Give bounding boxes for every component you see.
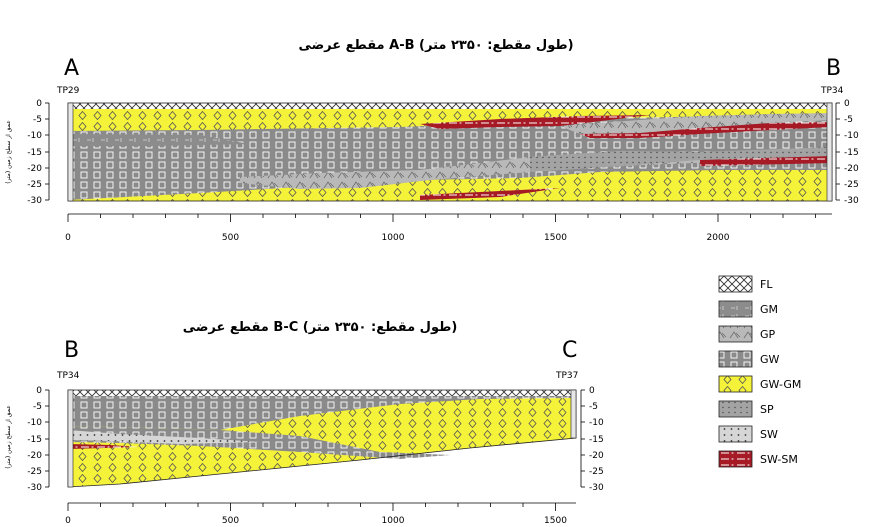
borehole-tp34 [67,389,74,488]
legend-swatch-fl [718,275,753,293]
tick-label: -20 [27,451,42,461]
tick-label: -10 [844,131,859,141]
section-ab-distance-axis: 0 500 1000 1500 2000 [65,213,832,243]
section-bc-depth-axis-left: 0 -5 -10 -15 -20 -25 -30 [27,386,50,493]
legend-swatch-gm [718,300,753,318]
legend-swatch-sp [718,400,753,418]
legend-label-gw-gm: GW-GM [760,378,801,391]
tick-label: -20 [844,164,859,174]
section-bc-right-tp: TP37 [555,371,578,381]
section-ab-depth-label: عمق از سطح زمین (متر) [5,120,12,184]
section-ab: مقطع عرضی A-B (طول مقطع: ۲۳۵۰ متر) A B T… [5,38,859,243]
tick-label: 1500 [544,516,567,526]
tick-label: 500 [222,516,239,526]
tick-label: 2000 [707,233,730,243]
legend: FL GM GP GW GW-GM SP SW SW-SM [718,275,801,468]
tick-label: -25 [27,180,42,190]
layer-sw-sm [420,115,650,129]
borehole-tp37 [570,389,577,439]
layer-gw [68,426,450,459]
legend-swatch-gw [718,350,753,368]
tick-label: 0 [36,386,42,396]
tick-label: 1500 [544,233,567,243]
legend-label-gp: GP [760,328,776,341]
legend-swatch-gp [718,325,753,343]
layer-sw-sm [420,188,560,200]
section-ab-depth-axis-left: 0 -5 -10 -15 -20 -25 -30 [27,99,50,206]
legend-label-gw: GW [760,353,780,366]
borehole-tp29 [67,102,74,202]
borehole-tp34 [826,102,833,202]
tick-label: 0 [844,99,850,109]
tick-label: 500 [222,233,239,243]
section-ab-depth-axis-right: 0 -5 -10 -15 -20 -25 -30 [835,99,859,206]
tick-label: -10 [27,418,42,428]
tick-label: 1000 [382,233,405,243]
tick-label: 0 [36,99,42,109]
tick-label: -5 [844,115,853,125]
section-bc-right-label: C [562,338,577,363]
layer-sw [68,430,260,444]
tick-label: 0 [589,386,595,396]
legend-label-gm: GM [760,303,778,316]
tick-label: -15 [589,435,604,445]
tick-label: -15 [27,435,42,445]
layer-gp [560,113,832,134]
tick-label: -30 [844,196,859,206]
section-bc-distance-axis: 0 500 1000 1500 [65,502,576,526]
tick-label: -5 [589,402,598,412]
legend-label-fl: FL [760,278,773,291]
layer-sw-sm [68,444,140,449]
tick-label: -5 [33,402,42,412]
section-bc: مقطع عرضی B-C (طول مقطع: ۲۳۵۰ متر) B C T… [5,320,604,526]
layer-sw-sm [580,122,832,138]
tick-label: -20 [589,451,604,461]
tick-label: -25 [27,467,42,477]
legend-swatch-sw [718,425,753,443]
section-bc-strata [67,389,577,488]
layer-gw [68,390,576,430]
layer-fl [68,103,832,109]
section-bc-left-tp: TP34 [56,371,80,381]
tick-label: 0 [65,233,71,243]
section-ab-strata [67,102,833,202]
section-bc-left-label: B [64,338,79,363]
section-bc-depth-label: عمق از سطح زمین (متر) [5,405,12,469]
tick-label: -15 [27,148,42,158]
layer-sw-sm [700,156,832,166]
legend-label-sw: SW [760,428,778,441]
section-ab-right-label: B [826,56,841,81]
section-bc-depth-axis-right: 0 -5 -10 -15 -20 -25 -30 [580,386,604,493]
section-ab-left-tp: TP29 [56,86,80,96]
legend-swatch-sw-sm [718,450,753,468]
tick-label: -25 [844,180,859,190]
legend-label-sp: SP [760,403,774,416]
section-ab-title: مقطع عرضی A-B (طول مقطع: ۲۳۵۰ متر) [298,38,573,53]
section-ab-right-tp: TP34 [820,86,844,96]
section-bc-title: مقطع عرضی B-C (طول مقطع: ۲۳۵۰ متر) [183,320,458,335]
tick-label: 1000 [382,516,405,526]
tick-label: 0 [65,516,71,526]
layer-sp [530,147,832,172]
tick-label: -30 [589,483,604,493]
legend-swatch-gw-gm [718,375,753,393]
tick-label: -10 [27,131,42,141]
layer-fl [68,390,576,396]
tick-label: -20 [27,164,42,174]
tick-label: -5 [33,115,42,125]
layer-gm [68,134,250,146]
tick-label: -30 [27,196,42,206]
tick-label: -25 [589,467,604,477]
tick-label: -15 [844,148,859,158]
tick-label: -30 [27,483,42,493]
tick-label: -10 [589,418,604,428]
legend-label-sw-sm: SW-SM [760,453,798,466]
section-ab-left-label: A [64,56,79,81]
